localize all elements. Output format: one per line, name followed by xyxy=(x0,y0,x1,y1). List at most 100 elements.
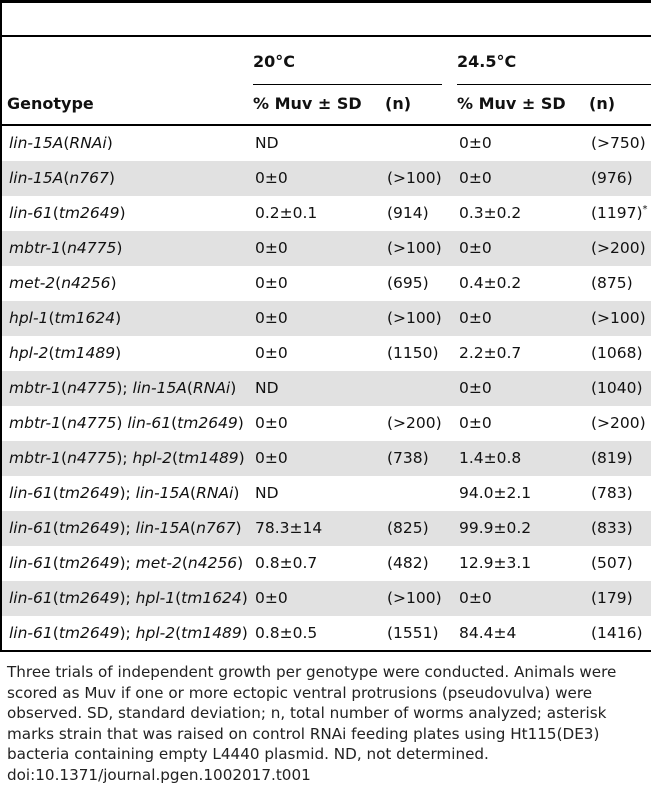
genotype-cell: hpl-1(tm1624) xyxy=(9,309,122,327)
muv-24-5-cell: 1.4±0.8 xyxy=(459,449,522,467)
muv-24-5-cell: 0.4±0.2 xyxy=(459,274,522,292)
genotype-cell: lin-61(tm2649) xyxy=(9,204,126,222)
table-row: met-2(n4256) 0±0 (695) 0.4±0.2 (875) xyxy=(2,266,651,301)
muv-24-5-cell: 0±0 xyxy=(459,134,492,152)
n-24-5-cell: (1416) xyxy=(591,624,643,642)
n-20-cell: (>100) xyxy=(387,589,442,607)
bottom-rule xyxy=(2,650,651,652)
header-muv-20: % Muv ± SD xyxy=(253,94,362,113)
n-24-5-cell: (1068) xyxy=(591,344,643,362)
n-24-5-cell: (833) xyxy=(591,519,633,537)
table-row: lin-61(tm2649); hpl-1(tm1624) 0±0 (>100) 0±… xyxy=(2,581,651,616)
n-24-5-cell: (507) xyxy=(591,554,633,572)
n-24-5-cell: (1197)* xyxy=(591,203,648,222)
muv-24-5-cell: 0±0 xyxy=(459,414,492,432)
muv-20-cell: 0±0 xyxy=(255,309,288,327)
muv-24-5-cell: 0.3±0.2 xyxy=(459,204,522,222)
genotype-cell: mbtr-1(n4775) lin-61(tm2649) xyxy=(9,414,244,432)
table-row: hpl-2(tm1489) 0±0 (1150) 2.2±0.7 (1068) xyxy=(2,336,651,371)
muv-20-cell: ND xyxy=(255,484,279,502)
genotype-cell: lin-61(tm2649); met-2(n4256) xyxy=(9,554,244,572)
muv-24-5-cell: 0±0 xyxy=(459,239,492,257)
table-row: lin-15A(n767) 0±0 (>100) 0±0 (976) xyxy=(2,161,651,196)
n-20-cell: (482) xyxy=(387,554,429,572)
n-20-cell: (914) xyxy=(387,204,429,222)
table-row: lin-61(tm2649); hpl-2(tm1489) 0.8±0.5 (155… xyxy=(2,616,651,651)
table-row: mbtr-1(n4775); hpl-2(tm1489) 0±0 (738) 1.4±… xyxy=(2,441,651,476)
muv-24-5-cell: 84.4±4 xyxy=(459,624,517,642)
n-24-5-cell: (>100) xyxy=(591,309,646,327)
footnote-doi: doi:10.1371/journal.pgen.1002017.t001 xyxy=(7,765,311,784)
footnote-text: Three trials of independent growth per g… xyxy=(7,663,617,763)
header-temp-24-5: 24.5°C xyxy=(457,52,517,71)
muv-24-5-cell: 0±0 xyxy=(459,169,492,187)
n-20-cell: (>100) xyxy=(387,169,442,187)
title-rule xyxy=(2,35,651,37)
muv-20-cell: 0.2±0.1 xyxy=(255,204,318,222)
n-24-5-cell: (875) xyxy=(591,274,633,292)
n-24-5-cell: (819) xyxy=(591,449,633,467)
header-n-20: (n) xyxy=(385,94,412,113)
header-n-24-5: (n) xyxy=(589,94,616,113)
top-rule xyxy=(0,0,651,3)
muv-20-cell: 0±0 xyxy=(255,414,288,432)
n-20-cell: (738) xyxy=(387,449,429,467)
header-genotype: Genotype xyxy=(7,94,94,113)
table-row: lin-61(tm2649); lin-15A(RNAi) ND 94.0±2.1 (… xyxy=(2,476,651,511)
table-row: hpl-1(tm1624) 0±0 (>100) 0±0 (>100) xyxy=(2,301,651,336)
table-row: lin-15A(RNAi) ND 0±0 (>750) xyxy=(2,126,651,161)
genotype-cell: lin-61(tm2649); hpl-2(tm1489) xyxy=(9,624,248,642)
n-20-cell: (>100) xyxy=(387,239,442,257)
table-row: lin-61(tm2649) 0.2±0.1 (914) 0.3±0.2 (1197)* xyxy=(2,196,651,231)
muv-24-5-cell: 12.9±3.1 xyxy=(459,554,532,572)
header-temp-20: 20°C xyxy=(253,52,296,71)
muv-24-5-cell: 2.2±0.7 xyxy=(459,344,522,362)
genotype-cell: mbtr-1(n4775) xyxy=(9,239,123,257)
muv-20-cell: 0±0 xyxy=(255,449,288,467)
genotype-cell: hpl-2(tm1489) xyxy=(9,344,122,362)
genotype-cell: lin-61(tm2649); hpl-1(tm1624) xyxy=(9,589,248,607)
muv-24-5-cell: 99.9±0.2 xyxy=(459,519,532,537)
n-24-5-cell: (783) xyxy=(591,484,633,502)
n-24-5-cell: (>200) xyxy=(591,239,646,257)
table-row: mbtr-1(n4775); lin-15A(RNAi) ND 0±0 (1040) xyxy=(2,371,651,406)
table-row: lin-61(tm2649); met-2(n4256) 0.8±0.7 (482)… xyxy=(2,546,651,581)
muv-20-cell: 0±0 xyxy=(255,344,288,362)
n-20-cell: (>100) xyxy=(387,309,442,327)
genotype-cell: met-2(n4256) xyxy=(9,274,117,292)
table-row: mbtr-1(n4775) lin-61(tm2649) 0±0 (>200) 0±0… xyxy=(2,406,651,441)
table-row: lin-61(tm2649); lin-15A(n767) 78.3±14 (825… xyxy=(2,511,651,546)
muv-24-5-cell: 0±0 xyxy=(459,589,492,607)
muv-20-cell: ND xyxy=(255,379,279,397)
n-24-5-cell: (1040) xyxy=(591,379,643,397)
n-24-5-cell: (>200) xyxy=(591,414,646,432)
muv-24-5-cell: 0±0 xyxy=(459,309,492,327)
table-row: mbtr-1(n4775) 0±0 (>100) 0±0 (>200) xyxy=(2,231,651,266)
muv-20-cell: 0±0 xyxy=(255,169,288,187)
n-20-cell: (1150) xyxy=(387,344,439,362)
n-20-cell: (1551) xyxy=(387,624,439,642)
muv-20-cell: 0±0 xyxy=(255,589,288,607)
muv-20-cell: 78.3±14 xyxy=(255,519,323,537)
muv-20-cell: 0.8±0.5 xyxy=(255,624,318,642)
n-20-cell: (>200) xyxy=(387,414,442,432)
genotype-cell: mbtr-1(n4775); hpl-2(tm1489) xyxy=(9,449,245,467)
muv-24-5-cell: 0±0 xyxy=(459,379,492,397)
header-rule xyxy=(2,124,651,126)
muv-20-cell: 0±0 xyxy=(255,274,288,292)
n-24-5-cell: (>750) xyxy=(591,134,646,152)
genotype-cell: lin-61(tm2649); lin-15A(RNAi) xyxy=(9,484,240,502)
n-24-5-cell: (179) xyxy=(591,589,633,607)
left-border xyxy=(0,0,2,652)
table-footnote: Three trials of independent growth per g… xyxy=(7,662,647,785)
muv-20-cell: 0.8±0.7 xyxy=(255,554,318,572)
muv-20-cell: 0±0 xyxy=(255,239,288,257)
asterisk-marker: * xyxy=(642,203,648,215)
n-24-5-cell: (976) xyxy=(591,169,633,187)
genotype-cell: lin-15A(n767) xyxy=(9,169,115,187)
muv-20-cell: ND xyxy=(255,134,279,152)
muv-24-5-cell: 94.0±2.1 xyxy=(459,484,532,502)
genotype-cell: lin-15A(RNAi) xyxy=(9,134,113,152)
header-muv-24-5: % Muv ± SD xyxy=(457,94,566,113)
